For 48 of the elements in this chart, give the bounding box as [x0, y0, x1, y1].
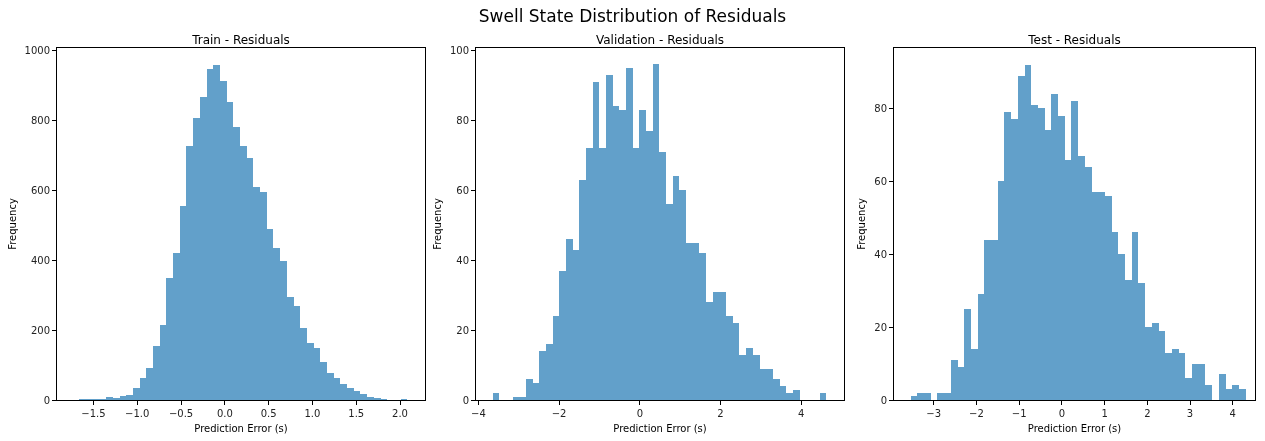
x-tick-label: −2: [551, 408, 567, 419]
y-tick-label: 0: [462, 394, 469, 406]
y-tick-label: 100: [449, 44, 469, 56]
y-tick-label: 40: [456, 254, 469, 266]
y-axis-title: Frequency: [856, 198, 868, 250]
y-tick-label: 80: [874, 102, 887, 114]
x-tick-label: −4: [471, 408, 486, 419]
x-tick-label: 4: [798, 408, 805, 419]
x-axis-title: Prediction Error (s): [613, 422, 707, 434]
y-tick-label: 400: [30, 254, 50, 266]
x-tick-label: −1: [1011, 408, 1027, 419]
x-tick-label: 3: [1186, 408, 1194, 419]
chart-subtitle: Validation - Residuals: [595, 33, 725, 47]
x-tick-label: 0.5: [260, 408, 277, 419]
x-tick-label: 0.0: [216, 408, 233, 419]
y-tick-label: 60: [874, 175, 887, 187]
y-axis-title: Frequency: [6, 198, 18, 250]
x-tick-label: 1: [1101, 408, 1108, 419]
x-tick-label: 0: [1058, 408, 1066, 419]
x-tick-label: −1.5: [81, 408, 106, 419]
y-tick-label: 800: [30, 114, 50, 126]
y-tick-label: 0: [880, 394, 887, 406]
x-axis-title: Prediction Error (s): [194, 422, 288, 434]
x-axis-title: Prediction Error (s): [1027, 422, 1122, 434]
x-tick-label: 2: [1144, 408, 1151, 419]
y-tick-label: 60: [456, 184, 469, 196]
x-tick-label: −3: [926, 408, 942, 419]
y-tick-label: 20: [456, 324, 469, 336]
y-axis-title: Frequency: [431, 198, 443, 250]
y-tick-label: 1000: [24, 44, 50, 56]
x-tick-label: −1.0: [125, 408, 150, 419]
chart-subtitle: Test - Residuals: [1027, 33, 1121, 47]
y-tick-label: 0: [43, 394, 50, 406]
y-tick-label: 200: [30, 324, 50, 336]
x-tick-label: −0.5: [168, 408, 194, 419]
x-tick-label: 2: [717, 408, 724, 419]
x-tick-label: 0: [636, 408, 644, 419]
x-tick-label: 1.5: [348, 408, 365, 419]
chart-title: Swell State Distribution of Residuals: [477, 6, 788, 26]
chart-subtitle: Train - Residuals: [191, 33, 290, 47]
y-tick-label: 80: [456, 114, 469, 126]
y-tick-label: 40: [874, 248, 887, 260]
x-tick-label: 1.0: [304, 408, 321, 419]
x-tick-label: 2.0: [392, 408, 408, 419]
y-tick-label: 20: [874, 321, 887, 333]
x-tick-label: −2: [969, 408, 984, 419]
y-tick-label: 600: [30, 184, 50, 196]
x-tick-label: 4: [1229, 408, 1236, 419]
